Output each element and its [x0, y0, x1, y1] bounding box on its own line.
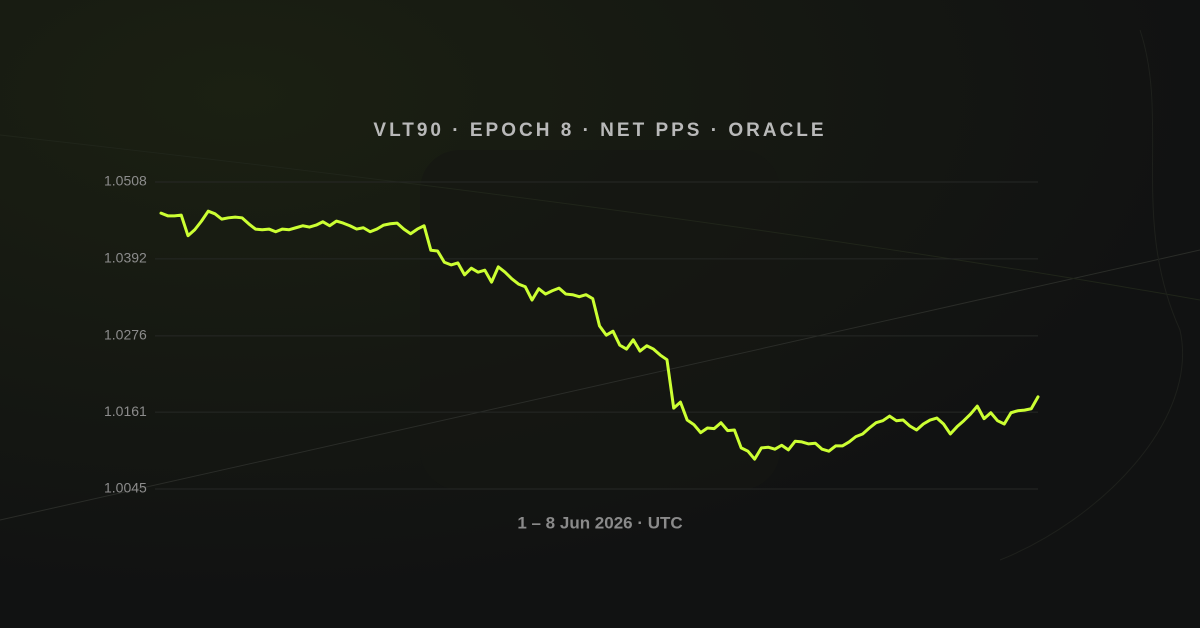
watermark — [420, 150, 780, 490]
decor-line — [999, 29, 1183, 561]
y-tick-label: 1.0161 — [104, 403, 147, 419]
y-tick-label: 1.0508 — [104, 173, 147, 189]
chart-title: VLT90 · EPOCH 8 · NET PPS · ORACLE — [373, 120, 826, 141]
y-tick-label: 1.0392 — [104, 250, 147, 266]
data-line — [159, 209, 1040, 461]
decor-line — [0, 134, 1200, 301]
y-tick-label: 1.0276 — [104, 327, 147, 343]
x-axis-label: 1 – 8 Jun 2026 · UTC — [517, 513, 682, 532]
y-tick-label: 1.0045 — [104, 480, 147, 496]
decor-line — [0, 249, 1200, 521]
